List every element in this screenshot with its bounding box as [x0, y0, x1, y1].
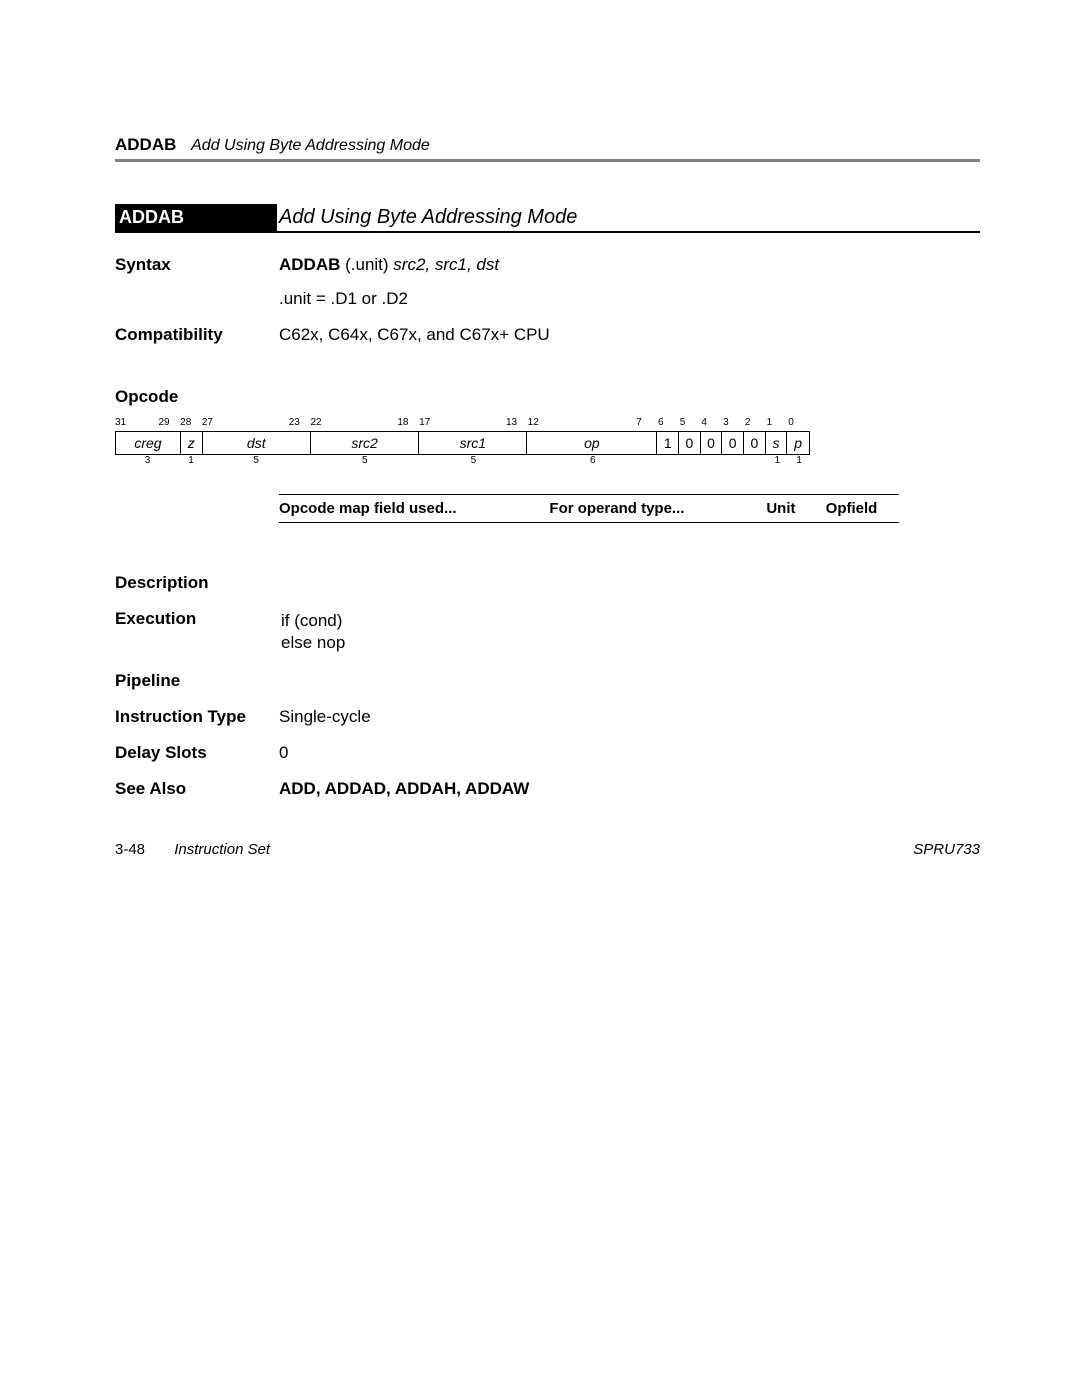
bit-number: 0 — [788, 417, 794, 428]
see-also-value: ADD, ADDAD, ADDAH, ADDAW — [279, 779, 980, 799]
bit-field: src2 — [311, 432, 419, 454]
bit-width: 1 — [180, 455, 202, 466]
syntax-mnemonic: ADDAB — [279, 255, 340, 274]
bit-field: 0 — [722, 432, 744, 454]
bit-field: 0 — [679, 432, 701, 454]
bit-number: 5 — [680, 417, 686, 428]
see-also-label: See Also — [115, 779, 279, 799]
bit-field: p — [787, 432, 809, 454]
execution-label: Execution — [115, 609, 279, 629]
bit-field: 0 — [701, 432, 723, 454]
bit-number: 4 — [701, 417, 707, 428]
compatibility-row: Compatibility C62x, C64x, C67x, and C67x… — [115, 325, 980, 345]
bit-number: 23 — [289, 417, 300, 428]
bit-number: 22 — [310, 417, 321, 428]
bit-number: 29 — [158, 417, 169, 428]
header-mnemonic: ADDAB — [115, 135, 176, 154]
syntax-value: ADDAB (.unit) src2, src1, dst .unit = .D… — [279, 255, 980, 309]
bit-width: 1 — [767, 455, 789, 466]
bit-width: 5 — [202, 455, 311, 466]
bit-number: 18 — [397, 417, 408, 428]
bit-number: 28 — [180, 417, 191, 428]
description-row: Description — [115, 573, 980, 593]
bit-number: 2 — [745, 417, 751, 428]
bit-width: 3 — [115, 455, 180, 466]
bit-diagram: 3129282723221817131276543210cregzdstsrc2… — [115, 417, 810, 466]
page-footer: 3-48 Instruction Set SPRU733 — [115, 841, 980, 858]
delay-slots-row: Delay Slots 0 — [115, 743, 980, 763]
bit-width — [658, 455, 680, 466]
syntax-row: Syntax ADDAB (.unit) src2, src1, dst .un… — [115, 255, 980, 309]
title-text: Add Using Byte Addressing Mode — [279, 206, 577, 229]
syntax-line2: .unit = .D1 or .D2 — [279, 289, 980, 309]
bit-number: 1 — [767, 417, 773, 428]
footer-right: SPRU733 — [913, 841, 980, 858]
header-subtitle: Add Using Byte Addressing Mode — [191, 137, 430, 154]
bit-width — [745, 455, 767, 466]
title-badge: ADDAB — [115, 204, 277, 231]
bit-width — [701, 455, 723, 466]
running-header: ADDAB Add Using Byte Addressing Mode — [115, 135, 980, 155]
map-header: For operand type... — [549, 495, 757, 523]
bit-number: 17 — [419, 417, 430, 428]
bit-width — [723, 455, 745, 466]
bit-number: 6 — [658, 417, 664, 428]
bit-number: 3 — [723, 417, 729, 428]
description-label: Description — [115, 573, 279, 593]
bit-width: 5 — [310, 455, 419, 466]
compatibility-value: C62x, C64x, C67x, and C67x+ CPU — [279, 325, 980, 345]
delay-slots-label: Delay Slots — [115, 743, 279, 763]
footer-section: Instruction Set — [174, 841, 270, 858]
opcode-map-table: Opcode map field used...For operand type… — [279, 494, 899, 523]
opcode-label: Opcode — [115, 387, 980, 407]
bit-field: dst — [203, 432, 311, 454]
map-header: Opfield — [812, 495, 899, 523]
syntax-operands: src2, src1, dst — [393, 255, 499, 274]
execution-row: Execution if (cond) else nop — [115, 609, 980, 655]
exec-expr — [371, 611, 395, 631]
bit-number: 27 — [202, 417, 213, 428]
bit-field: s — [766, 432, 788, 454]
footer-page: 3-48 — [115, 841, 145, 858]
exec-else: else nop — [281, 633, 369, 653]
bit-field: 0 — [744, 432, 766, 454]
pipeline-row: Pipeline — [115, 671, 980, 691]
bit-width — [680, 455, 702, 466]
see-also-row: See Also ADD, ADDAD, ADDAH, ADDAW — [115, 779, 980, 799]
bit-field: op — [527, 432, 657, 454]
compatibility-label: Compatibility — [115, 325, 279, 345]
syntax-unit-prefix: (.unit) — [340, 255, 393, 274]
instruction-type-value: Single-cycle — [279, 707, 980, 727]
bit-number: 7 — [636, 417, 642, 428]
page: ADDAB Add Using Byte Addressing Mode ADD… — [0, 0, 1080, 918]
instruction-type-row: Instruction Type Single-cycle — [115, 707, 980, 727]
bit-number: 31 — [115, 417, 126, 428]
bit-field: z — [181, 432, 203, 454]
syntax-line1: ADDAB (.unit) src2, src1, dst — [279, 255, 980, 275]
bit-field: src1 — [419, 432, 527, 454]
execution-table: if (cond) else nop — [279, 609, 397, 655]
bit-width: 1 — [788, 455, 810, 466]
syntax-label: Syntax — [115, 255, 279, 275]
footer-left: 3-48 Instruction Set — [115, 841, 270, 858]
map-header: Unit — [758, 495, 812, 523]
bit-width: 5 — [419, 455, 528, 466]
title-rule — [115, 231, 980, 233]
delay-slots-value: 0 — [279, 743, 980, 763]
title-row: ADDAB Add Using Byte Addressing Mode — [115, 204, 980, 231]
pipeline-label: Pipeline — [115, 671, 279, 691]
bit-number: 12 — [528, 417, 539, 428]
map-header: Opcode map field used... — [279, 495, 549, 523]
instruction-type-label: Instruction Type — [115, 707, 279, 727]
bit-width: 6 — [528, 455, 658, 466]
execution-value: if (cond) else nop — [279, 609, 980, 655]
bit-field: creg — [116, 432, 181, 454]
bit-number: 13 — [506, 417, 517, 428]
bit-field: 1 — [657, 432, 679, 454]
exec-if: if (cond) — [281, 611, 369, 631]
